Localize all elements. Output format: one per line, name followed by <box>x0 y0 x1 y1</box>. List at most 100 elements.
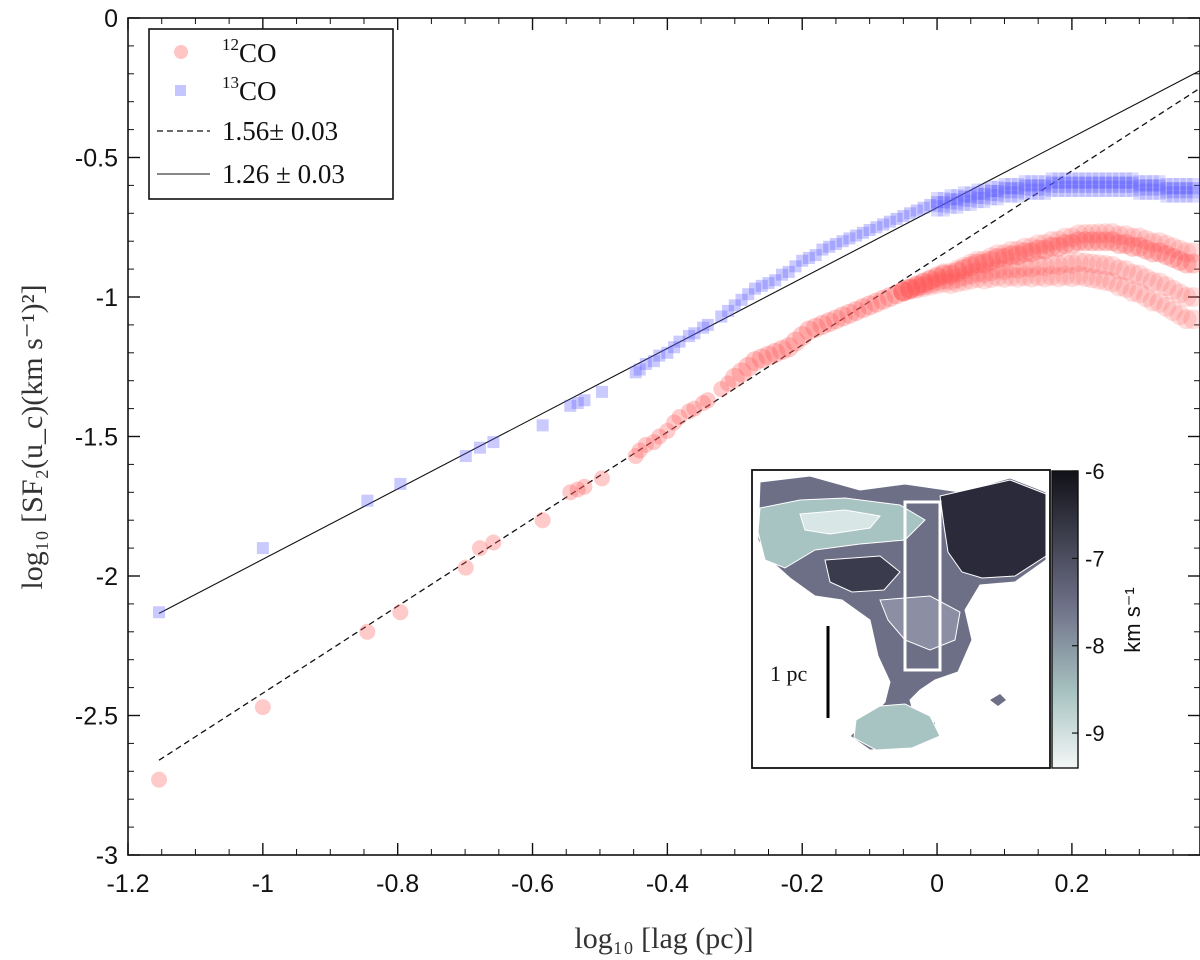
data-point-12co-spread <box>1048 255 1069 276</box>
x-tick-label: -1.2 <box>106 870 149 898</box>
data-point-13co-spread <box>1173 190 1186 203</box>
data-point-12co <box>846 300 867 321</box>
data-point-13co-spread <box>1180 178 1193 191</box>
data-point-12co-spread <box>906 278 927 299</box>
data-point-12co-spread <box>1075 266 1096 287</box>
data-point-13co-spread <box>1133 183 1146 196</box>
data-point-12co-spread <box>1149 232 1170 253</box>
data-point-13co-spread <box>1052 172 1065 185</box>
data-point-13co-spread <box>1140 175 1153 188</box>
data-point-13co <box>1011 182 1024 195</box>
data-point-13co-spread <box>1005 178 1018 191</box>
data-point-13co <box>473 441 486 454</box>
legend-label-12co: 12CO <box>222 35 277 68</box>
data-point-12co-spread <box>1109 225 1130 246</box>
data-point-13co <box>715 310 728 323</box>
data-point-12co <box>1001 245 1022 266</box>
data-point-12co-spread <box>954 271 975 292</box>
data-point-13co-spread <box>1106 172 1119 185</box>
data-point-12co-spread <box>913 277 934 298</box>
data-point-13co-spread <box>1079 172 1092 185</box>
data-point-12co <box>839 303 860 324</box>
data-point-12co <box>866 292 887 313</box>
data-point-12co-spread <box>1048 267 1069 288</box>
data-point-12co-spread <box>1136 230 1157 251</box>
data-point-12co <box>1021 242 1042 263</box>
inset-map: 1 pc -6 -7 -8 -9 km s⁻¹ <box>751 459 1145 769</box>
data-point-12co <box>974 253 995 274</box>
data-point-13co-spread <box>1032 183 1045 196</box>
data-point-12co-spread <box>987 244 1008 265</box>
data-point-12co <box>1169 250 1190 271</box>
data-point-12co-spread <box>994 243 1015 264</box>
data-point-13co-spread <box>1018 183 1031 196</box>
data-point-13co <box>910 204 923 217</box>
data-point-12co-spread <box>1021 257 1042 278</box>
data-point-13co <box>682 330 695 343</box>
data-point-13co-spread <box>1092 184 1105 197</box>
data-point-13co <box>1180 182 1193 195</box>
data-point-12co-spread <box>1001 240 1022 261</box>
data-point-13co-spread <box>1119 180 1132 193</box>
data-point-13co-spread <box>1187 190 1200 203</box>
data-point-12co <box>1102 231 1123 252</box>
data-point-13co-spread <box>1099 184 1112 197</box>
data-point-13co-spread <box>1086 180 1099 193</box>
data-point-13co-spread <box>1025 183 1038 196</box>
data-point-12co <box>832 306 853 327</box>
data-point-12co <box>151 771 168 788</box>
data-point-12co <box>1075 231 1096 252</box>
data-point-13co-spread <box>1092 172 1105 185</box>
data-point-12co-spread <box>1007 258 1028 279</box>
data-point-13co <box>361 494 374 507</box>
data-point-13co <box>1113 176 1126 189</box>
data-point-12co <box>987 247 1008 268</box>
x-axis-title: log₁₀ [lag (pc)] <box>574 922 753 955</box>
data-point-12co <box>792 326 813 347</box>
data-point-12co-spread <box>967 250 988 271</box>
data-point-13co-spread <box>1052 184 1065 197</box>
data-point-13co <box>1092 176 1105 189</box>
data-point-13co-spread <box>1059 172 1072 185</box>
data-point-12co <box>645 434 662 451</box>
data-point-13co-spread <box>1038 183 1051 196</box>
data-point-13co-spread <box>931 204 944 217</box>
data-point-13co-spread <box>1106 184 1119 197</box>
data-point-12co-spread <box>1183 242 1200 263</box>
x-tick-label: 0 <box>930 870 944 898</box>
data-point-13co-spread <box>1099 180 1112 193</box>
data-point-12co <box>457 559 474 576</box>
legend-marker-12co <box>174 45 188 59</box>
data-point-12co <box>471 540 488 557</box>
fit-line-solid <box>158 70 1200 614</box>
data-point-13co-spread <box>991 180 1004 193</box>
data-point-13co <box>571 397 584 410</box>
data-point-13co-spread <box>978 191 991 204</box>
data-point-13co-spread <box>1126 180 1139 193</box>
y-tick-label: -2.5 <box>75 703 118 731</box>
data-point-13co <box>749 282 762 295</box>
data-point-13co <box>394 477 407 490</box>
data-point-12co-spread <box>900 279 921 300</box>
data-point-12co-spread <box>900 278 921 299</box>
data-point-12co-spread <box>1122 227 1143 248</box>
data-point-13co-spread <box>1146 175 1159 188</box>
data-point-13co-spread <box>1113 180 1126 193</box>
colorbar-unit-label: km s⁻¹ <box>1120 587 1145 652</box>
cloud-dark-left <box>824 555 901 593</box>
data-point-13co-spread <box>1045 172 1058 185</box>
data-point-12co <box>392 604 409 621</box>
data-point-12co <box>485 534 502 551</box>
data-point-12co-spread <box>1109 276 1130 297</box>
data-point-13co-spread <box>1045 184 1058 197</box>
data-point-12co-spread <box>893 281 914 302</box>
data-point-13co <box>877 218 890 231</box>
data-point-12co <box>960 256 981 277</box>
data-point-12co-spread <box>1082 223 1103 244</box>
data-point-12co <box>1082 231 1103 252</box>
data-point-12co-spread <box>954 256 975 277</box>
data-point-13co-spread <box>1052 180 1065 193</box>
data-point-12co <box>1156 245 1177 266</box>
data-point-13co-spread <box>944 197 957 210</box>
data-point-12co-spread <box>933 263 954 284</box>
